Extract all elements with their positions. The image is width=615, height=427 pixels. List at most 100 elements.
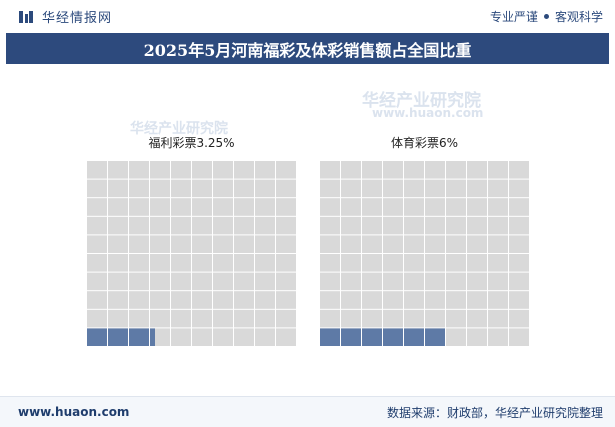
waffle-cell: [383, 179, 403, 198]
waffle-cell: [150, 254, 170, 272]
waffle-cell: [320, 272, 340, 291]
waffle-cell-filled: [404, 328, 424, 346]
waffle-cell: [255, 161, 275, 179]
waffle-cell: [87, 254, 107, 272]
waffle-cell: [341, 309, 361, 328]
waffle-cell: [192, 179, 212, 198]
waffle-cell: [467, 198, 487, 216]
waffle-cell: [192, 198, 212, 216]
waffle-cell: [488, 235, 508, 253]
slogan-left: 专业严谨: [489, 10, 538, 24]
waffle-cell: [171, 309, 191, 328]
waffle-cell: [341, 216, 361, 235]
waffle-cell: [362, 309, 382, 328]
waffle-cell: [87, 272, 107, 291]
logo-icon: [19, 10, 33, 23]
waffle-cell: [362, 161, 382, 179]
waffle-cell: [171, 328, 191, 346]
waffle-cell: [509, 309, 529, 328]
waffle-cell: [467, 216, 487, 235]
waffle-cell: [383, 254, 403, 272]
waffle-cell: [341, 198, 361, 216]
waffle-cell: [404, 272, 424, 291]
waffle-cell: [234, 272, 254, 291]
panel-title-welfare-lottery: 福利彩票3.25%: [148, 136, 235, 150]
slogan-dot-icon: [543, 14, 549, 19]
waffle-cell: [425, 216, 445, 235]
chart-title: 2025年5月河南福彩及体彩销售额占全国比重: [143, 40, 472, 60]
waffle-cell: [234, 235, 254, 253]
waffle-cell-filled: [108, 328, 128, 346]
waffle-cell: [446, 198, 466, 216]
watermark-url: www.huaon.com: [372, 106, 484, 120]
waffle-cell: [425, 161, 445, 179]
waffle-cell: [150, 161, 170, 179]
waffle-cell: [320, 161, 340, 179]
waffle-cell: [192, 254, 212, 272]
waffle-cell: [446, 179, 466, 198]
waffle-cell: [171, 216, 191, 235]
waffle-cell: [234, 328, 254, 346]
waffle-cell: [383, 272, 403, 291]
waffle-cell: [383, 161, 403, 179]
waffle-cell: [341, 272, 361, 291]
waffle-cell: [87, 235, 107, 253]
waffle-cell: [213, 235, 233, 253]
waffle-cell: [171, 254, 191, 272]
slogan-right: 客观科学: [554, 10, 603, 24]
waffle-cell: [234, 291, 254, 309]
waffle-cell: [150, 272, 170, 291]
watermark-brand: 华经产业研究院: [362, 91, 481, 111]
waffle-cell: [404, 291, 424, 309]
title-bar: 2025年5月河南福彩及体彩销售额占全国比重: [6, 33, 609, 64]
brand[interactable]: 华经情报网: [18, 7, 112, 26]
waffle-cell: [425, 309, 445, 328]
waffle-cell: [362, 179, 382, 198]
waffle-cell: [213, 328, 233, 346]
waffle-cell: [488, 309, 508, 328]
waffle-cell-filled: [150, 328, 155, 346]
waffle-cell: [446, 235, 466, 253]
watermark-brand: 华经产业研究院: [130, 121, 228, 137]
waffle-cell: [467, 272, 487, 291]
waffle-cell: [276, 179, 296, 198]
footer-source: 数据来源：财政部，华经产业研究院整理: [386, 405, 603, 420]
waffle-cell: [404, 309, 424, 328]
waffle-cell: [87, 216, 107, 235]
waffle-cell: [234, 179, 254, 198]
waffle-cell: [150, 216, 170, 235]
waffle-cell: [213, 179, 233, 198]
waffle-cell: [509, 291, 529, 309]
waffle-cell: [446, 328, 466, 346]
waffle-cell: [446, 254, 466, 272]
waffle-cell: [276, 161, 296, 179]
waffle-cell-filled: [341, 328, 361, 346]
waffle-cell: [509, 328, 529, 346]
waffle-cell: [383, 291, 403, 309]
footer-website[interactable]: www.huaon.com: [18, 405, 130, 419]
waffle-cell: [446, 161, 466, 179]
waffle-cell: [383, 216, 403, 235]
waffle-cell: [509, 216, 529, 235]
waffle-cell: [276, 328, 296, 346]
slogan: 专业严谨 客观科学: [490, 8, 603, 25]
waffle-cell: [320, 309, 340, 328]
waffle-cell: [213, 272, 233, 291]
waffle-cell: [108, 309, 128, 328]
waffle-cell: [467, 235, 487, 253]
waffle-cell: [488, 179, 508, 198]
waffle-cell: [255, 309, 275, 328]
waffle-cell: [425, 272, 445, 291]
waffle-cell: [362, 272, 382, 291]
waffle-cell: [509, 254, 529, 272]
waffle-cell: [509, 235, 529, 253]
waffle-cell: [171, 179, 191, 198]
waffle-cell: [467, 291, 487, 309]
waffle-cell: [446, 216, 466, 235]
waffle-cell: [362, 216, 382, 235]
waffle-cell: [171, 272, 191, 291]
waffle-cell: [129, 235, 149, 253]
waffle-cell: [509, 161, 529, 179]
waffle-cell: [488, 328, 508, 346]
waffle-cell: [383, 235, 403, 253]
